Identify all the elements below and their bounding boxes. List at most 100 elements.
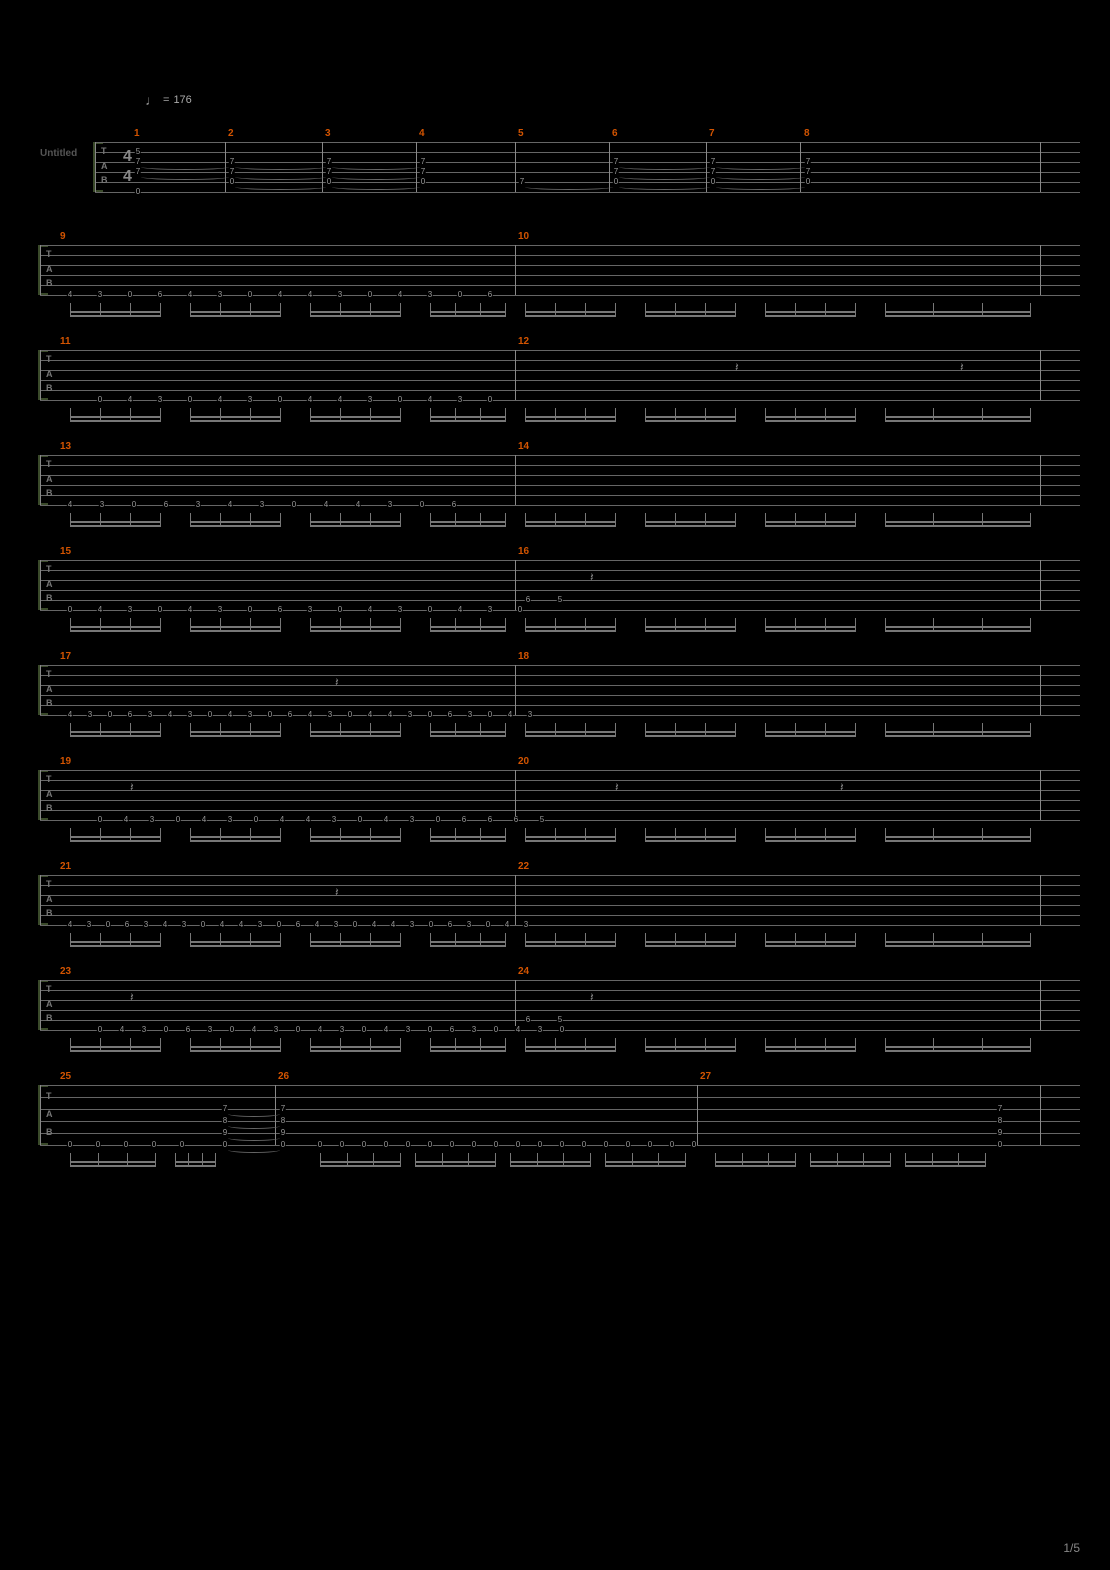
note-stem bbox=[985, 1153, 986, 1167]
staff-line bbox=[40, 1085, 1080, 1086]
beam-line bbox=[605, 1165, 685, 1167]
beam-line bbox=[765, 315, 855, 317]
fret-number: 0 bbox=[487, 711, 493, 719]
barline bbox=[40, 1085, 41, 1145]
fret-number: 3 bbox=[257, 921, 263, 929]
beam-line bbox=[885, 416, 1030, 418]
fret-number: 3 bbox=[407, 711, 413, 719]
staff-line bbox=[40, 810, 1080, 811]
measure-number: 1 bbox=[134, 128, 140, 139]
beam-line bbox=[525, 626, 615, 628]
tempo-bpm: 176 bbox=[173, 94, 191, 106]
beam-line bbox=[645, 521, 735, 523]
beam-line bbox=[645, 420, 735, 422]
beam-group bbox=[320, 1149, 400, 1167]
fret-number: 7 bbox=[805, 158, 811, 166]
staff-line bbox=[95, 142, 1080, 143]
note-stem bbox=[280, 618, 281, 632]
fret-number: 7 bbox=[805, 168, 811, 176]
note-stem bbox=[1030, 1038, 1031, 1052]
barline bbox=[1040, 350, 1041, 400]
fret-number: 0 bbox=[493, 1026, 499, 1034]
fret-number: 3 bbox=[227, 816, 233, 824]
beam-line bbox=[525, 630, 615, 632]
fret-number: 8 bbox=[997, 1117, 1003, 1125]
fret-number: 4 bbox=[187, 291, 193, 299]
fret-number: 3 bbox=[523, 921, 529, 929]
staff-line bbox=[40, 980, 1080, 981]
note-stem bbox=[590, 1153, 591, 1167]
fret-number: 3 bbox=[247, 711, 253, 719]
note-stem bbox=[160, 408, 161, 422]
beam-group bbox=[175, 1149, 215, 1167]
beam-line bbox=[765, 836, 855, 838]
beam-line bbox=[885, 311, 1030, 313]
note-stem bbox=[495, 1153, 496, 1167]
page-number: 1/5 bbox=[1063, 1541, 1080, 1555]
beam-line bbox=[645, 840, 735, 842]
staff-line bbox=[40, 885, 1080, 886]
fret-number: 0 bbox=[247, 606, 253, 614]
tie-arc bbox=[332, 174, 420, 180]
beam-line bbox=[765, 731, 855, 733]
note-stem bbox=[400, 828, 401, 842]
fret-number: 7 bbox=[420, 158, 426, 166]
staff-line bbox=[40, 990, 1080, 991]
fret-number: 0 bbox=[357, 816, 363, 824]
beam-line bbox=[525, 1046, 615, 1048]
note-stem bbox=[1030, 723, 1031, 737]
beam-line bbox=[70, 521, 160, 523]
barline bbox=[515, 560, 516, 610]
note-stem bbox=[855, 513, 856, 527]
rest-icon: 𝄽 bbox=[335, 675, 339, 690]
tab-clef: TAB bbox=[101, 144, 109, 188]
beam-line bbox=[525, 840, 615, 842]
tab-clef: TAB bbox=[46, 247, 54, 291]
beam-group bbox=[310, 404, 400, 422]
tie-arc bbox=[235, 184, 326, 190]
beam-group bbox=[70, 299, 160, 317]
fret-number: 4 bbox=[167, 711, 173, 719]
beam-group bbox=[525, 404, 615, 422]
staff-system: TAB111204304304430430𝄽𝄽 bbox=[40, 350, 1080, 430]
note-stem bbox=[505, 1038, 506, 1052]
beam-line bbox=[645, 735, 735, 737]
beam-line bbox=[310, 836, 400, 838]
staff-line bbox=[40, 915, 1080, 916]
note-stem bbox=[795, 1153, 796, 1167]
tab-page: ♩ = 176 Untitled TAB44123456785770770770… bbox=[0, 0, 1110, 1570]
beam-line bbox=[190, 630, 280, 632]
tie-arc bbox=[716, 184, 805, 190]
note-stem bbox=[400, 513, 401, 527]
beam-line bbox=[70, 626, 160, 628]
tab-clef: TAB bbox=[46, 1087, 54, 1141]
beam-group bbox=[765, 404, 855, 422]
measure-number: 16 bbox=[518, 546, 529, 557]
beam-line bbox=[885, 836, 1030, 838]
fret-number: 3 bbox=[466, 921, 472, 929]
beam-line bbox=[190, 1050, 280, 1052]
beam-line bbox=[510, 1165, 590, 1167]
fret-number: 6 bbox=[157, 291, 163, 299]
fret-number: 3 bbox=[409, 816, 415, 824]
beam-line bbox=[765, 626, 855, 628]
fret-number: 0 bbox=[105, 921, 111, 929]
barline bbox=[1040, 245, 1041, 295]
fret-number: 3 bbox=[331, 816, 337, 824]
beam-group bbox=[525, 614, 615, 632]
fret-number: 0 bbox=[647, 1141, 653, 1149]
measure-number: 22 bbox=[518, 861, 529, 872]
beam-group bbox=[190, 929, 280, 947]
staff-line bbox=[40, 1000, 1080, 1001]
measure-number: 4 bbox=[419, 128, 425, 139]
fret-number: 0 bbox=[97, 1026, 103, 1034]
staff-line bbox=[40, 675, 1080, 676]
beam-line bbox=[190, 525, 280, 527]
beam-line bbox=[190, 420, 280, 422]
note-stem bbox=[400, 1038, 401, 1052]
beam-group bbox=[310, 1034, 400, 1052]
fret-number: 4 bbox=[219, 921, 225, 929]
measure-number: 21 bbox=[60, 861, 71, 872]
fret-number: 3 bbox=[217, 606, 223, 614]
beam-group bbox=[605, 1149, 685, 1167]
